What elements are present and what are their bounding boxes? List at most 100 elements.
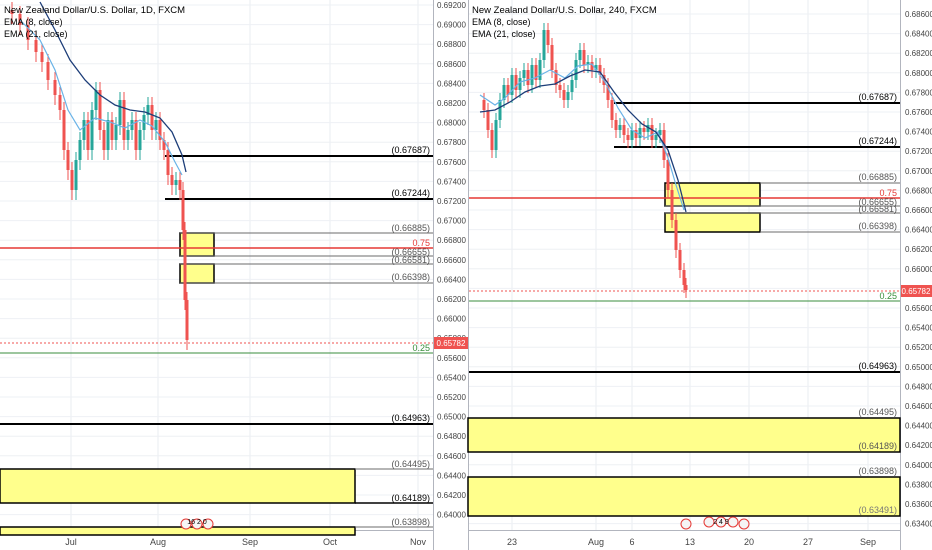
y-tick-label: 0.66000 [905,265,932,274]
candle-body [666,160,670,190]
candle-body [558,85,562,90]
candle-body [66,150,70,170]
level-label: (0.66398) [391,272,430,282]
y-tick-label: 0.65400 [905,324,932,333]
event-counts: 2 4 9 [713,519,729,526]
y-tick-label: 0.63600 [905,500,932,509]
candle-body [490,130,494,150]
candle-body [114,125,118,140]
y-tick-label: 0.65200 [437,393,466,402]
level-label: (0.64963) [858,361,897,371]
candle-body [162,140,166,150]
y-tick-label: 0.64200 [437,491,466,500]
x-tick-label: Jul [65,537,77,547]
candle-body [170,175,174,185]
candle-body [40,52,44,62]
y-tick-label: 0.64400 [905,422,932,431]
candle-body [486,110,490,130]
y-tick-label: 0.64600 [905,402,932,411]
candle-body [82,120,86,140]
candle-body [10,10,14,14]
candle-body [538,60,542,80]
demand-zone [467,417,901,453]
candle-body [106,120,110,150]
flag-icon[interactable] [202,518,214,530]
legend-ema21: EMA (21, close) [4,29,68,39]
candle-body [185,300,189,340]
y-tick-label: 0.63400 [905,520,932,529]
candle-body [522,70,526,78]
candle-body [570,80,574,92]
flag-icon[interactable] [727,516,739,528]
y-tick-label: 0.65200 [905,343,932,352]
candle-body [574,60,578,80]
flag-icon[interactable] [715,516,727,528]
y-tick-label: 0.68600 [437,60,466,69]
x-tick-label: Sep [860,537,876,547]
level-label: (0.64963) [391,413,430,423]
candle-body [178,180,182,190]
y-tick-label: 0.68400 [905,30,932,39]
flag-icon[interactable] [680,518,692,530]
candle-body [526,70,530,85]
candle-body [530,65,534,85]
candle-body [506,85,510,95]
candle-body [638,128,642,138]
y-tick-label: 0.64000 [437,511,466,520]
level-label: (0.66581) [858,204,897,214]
flag-icon[interactable] [191,518,203,530]
candle-body [594,65,598,70]
y-tick-label: 0.65000 [905,363,932,372]
candle-body [634,130,638,138]
y-tick-label: 0.65400 [437,373,466,382]
y-tick-label: 0.68000 [905,69,932,78]
level-label: (0.63491) [858,505,897,515]
flag-icon[interactable] [180,518,192,530]
candle-body [482,100,486,110]
ema-21-line [39,1,187,173]
candle-body [126,130,130,140]
ema-21-line [479,69,687,213]
flag-icon[interactable] [703,516,715,528]
candle-body [614,120,618,130]
candle-body [146,105,150,115]
y-tick-label: 0.69000 [437,21,466,30]
y-tick-label: 0.68800 [437,40,466,49]
event-markers[interactable]: 2 4 9 [680,516,750,530]
chart-title: New Zealand Dollar/U.S. Dollar, 240, FXC… [472,5,657,16]
candle-body [578,50,582,60]
candle-body [150,105,154,130]
level-label: (0.67687) [391,145,430,155]
y-tick-label: 0.67000 [437,217,466,226]
level-label: (0.66581) [391,255,430,265]
candle-body [670,190,674,220]
x-tick-label: Oct [323,537,338,547]
candle-body [174,180,178,185]
legend-ema8: EMA (8, close) [472,17,531,27]
candle-body [502,85,506,100]
y-tick-label: 0.64800 [905,382,932,391]
candle-body [53,80,57,95]
x-tick-label: 6 [629,537,634,547]
level-label: (0.67244) [858,136,897,146]
candle-body [562,90,566,100]
level-label: 0.25 [879,291,897,301]
demand-zone [0,526,356,536]
candle-body [514,75,518,90]
flag-icon[interactable] [738,518,750,530]
y-tick-label: 0.64200 [905,441,932,450]
level-label: (0.64495) [858,407,897,417]
y-tick-label: 0.66400 [437,275,466,284]
candle-body [518,78,522,90]
y-tick-label: 0.66600 [437,256,466,265]
candle-body [658,130,662,135]
level-label: (0.67244) [391,188,430,198]
candle-body [58,95,62,110]
level-label: (0.67687) [858,92,897,102]
event-markers[interactable]: 16 2 0 [180,518,214,530]
candle-body [510,75,514,95]
candle-body [610,100,614,120]
candle-body [130,120,134,130]
y-tick-label: 0.63800 [905,480,932,489]
y-tick-label: 0.66200 [905,245,932,254]
